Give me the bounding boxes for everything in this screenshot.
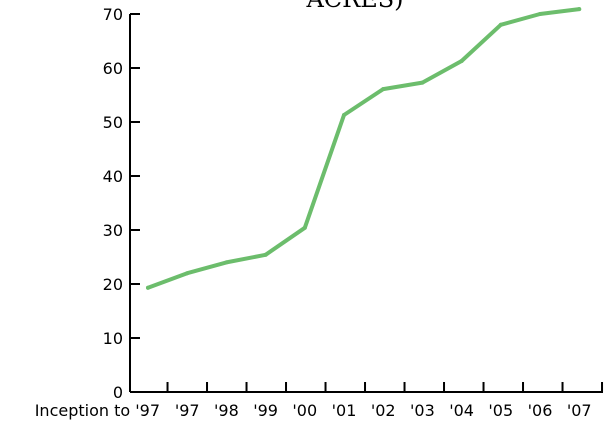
y-tick-label: 40 bbox=[103, 167, 123, 186]
y-tick-label: 20 bbox=[103, 275, 123, 294]
data-point bbox=[185, 271, 190, 276]
x-tick-label: '05 bbox=[488, 401, 513, 420]
y-tick-label: 30 bbox=[103, 221, 123, 240]
y-axis-ticks: 0 10 20 30 40 50 60 70 bbox=[103, 5, 140, 402]
data-point bbox=[459, 59, 464, 63]
y-tick-label: 70 bbox=[103, 5, 123, 24]
chart-title: ACRES) bbox=[305, 0, 403, 13]
y-tick-label: 10 bbox=[103, 329, 123, 348]
x-axis-ticks: Inception to '97 '97 '98 '99 '00 '01 '02 '03 '04… bbox=[35, 382, 604, 420]
x-tick-label: '00 bbox=[292, 401, 317, 420]
x-tick-label: '03 bbox=[410, 401, 435, 420]
x-tick-label: '02 bbox=[371, 401, 396, 420]
x-tick-label: '04 bbox=[449, 401, 474, 420]
data-point bbox=[498, 22, 503, 27]
data-point bbox=[263, 252, 268, 257]
y-tick-label: 0 bbox=[113, 383, 123, 402]
data-point bbox=[146, 285, 150, 290]
x-tick-label: Inception to '97 bbox=[35, 401, 160, 420]
x-tick-label: '01 bbox=[332, 401, 357, 420]
data-point bbox=[381, 87, 386, 92]
x-tick-label: '98 bbox=[214, 401, 239, 420]
data-point bbox=[538, 12, 542, 16]
data-point bbox=[577, 7, 582, 12]
data-point bbox=[420, 80, 425, 85]
series-line bbox=[146, 7, 582, 290]
x-tick-label: '06 bbox=[528, 401, 553, 420]
data-point bbox=[342, 113, 346, 117]
y-tick-label: 60 bbox=[103, 59, 123, 78]
x-tick-label: '99 bbox=[253, 401, 278, 420]
y-tick-label: 50 bbox=[103, 113, 123, 132]
data-point bbox=[302, 225, 307, 230]
x-tick-label: '07 bbox=[567, 401, 592, 420]
x-tick-label: '97 bbox=[175, 401, 200, 420]
data-point bbox=[224, 260, 229, 265]
